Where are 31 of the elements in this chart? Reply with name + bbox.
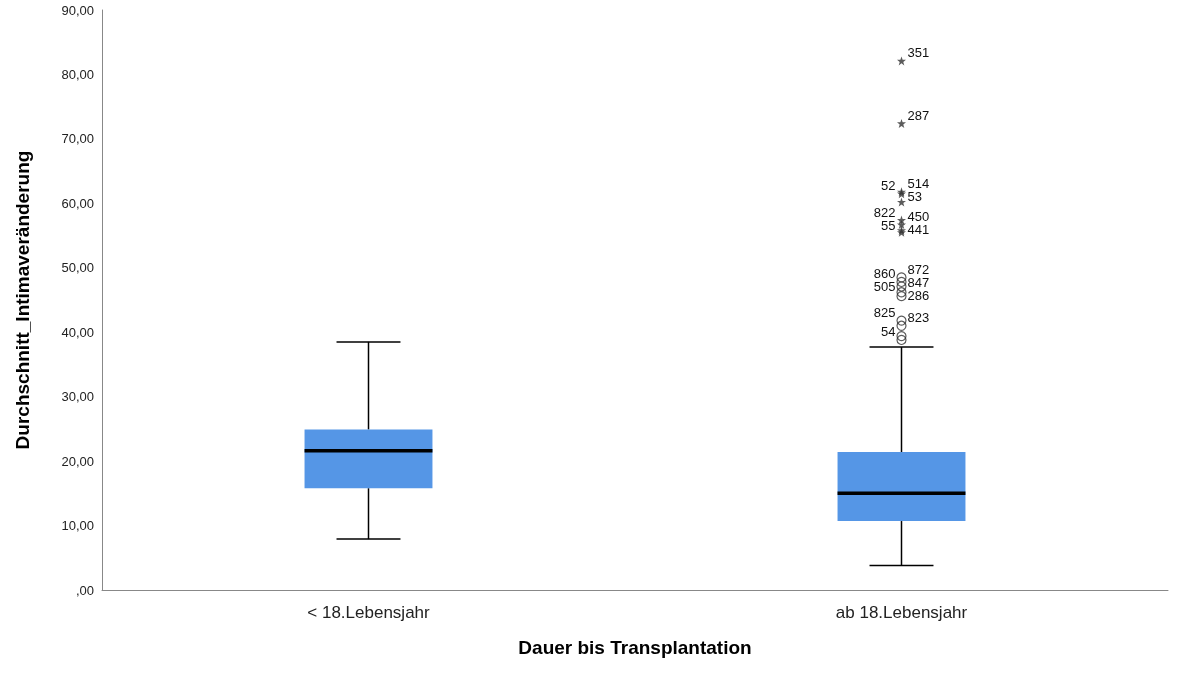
annotation: 514	[907, 176, 930, 192]
y-tick-label: ,00	[75, 582, 94, 598]
y-tick-label: 30,00	[61, 389, 94, 405]
annotation: 52	[881, 178, 896, 194]
y-tick-label: 50,00	[61, 260, 94, 276]
annotation: 825	[873, 305, 896, 321]
annotation: 54	[881, 324, 896, 340]
y-tick-label: 20,00	[61, 453, 94, 469]
y-tick-label: 70,00	[61, 131, 94, 147]
y-axis-title: Durchschnitt_Intimaveränderung	[12, 150, 33, 450]
y-tick-label: 40,00	[61, 324, 94, 340]
annotation: 860	[873, 266, 896, 282]
y-tick-label: 80,00	[61, 66, 94, 82]
annotation: 351	[907, 45, 930, 61]
annotation: 53	[907, 189, 922, 205]
annotation: 287	[907, 107, 930, 123]
annotation: 450	[907, 209, 930, 225]
annotation: 55	[881, 217, 896, 233]
x-tick-label: < 18.Lebensjahr	[307, 603, 431, 622]
x-axis-title: Dauer bis Transplantation	[518, 637, 752, 658]
annotation: 441	[907, 222, 930, 238]
x-tick-label: ab 18.Lebensjahr	[835, 603, 968, 622]
annotation: 847	[907, 274, 930, 290]
annotation: 872	[907, 261, 930, 277]
annotation: 823	[907, 310, 930, 326]
y-tick-label: 60,00	[61, 195, 94, 211]
y-tick-label: 90,00	[61, 2, 94, 18]
annotation: 505	[873, 279, 896, 295]
annotation: 822	[873, 204, 896, 220]
y-tick-label: 10,00	[61, 518, 94, 534]
annotation: 286	[907, 287, 930, 303]
